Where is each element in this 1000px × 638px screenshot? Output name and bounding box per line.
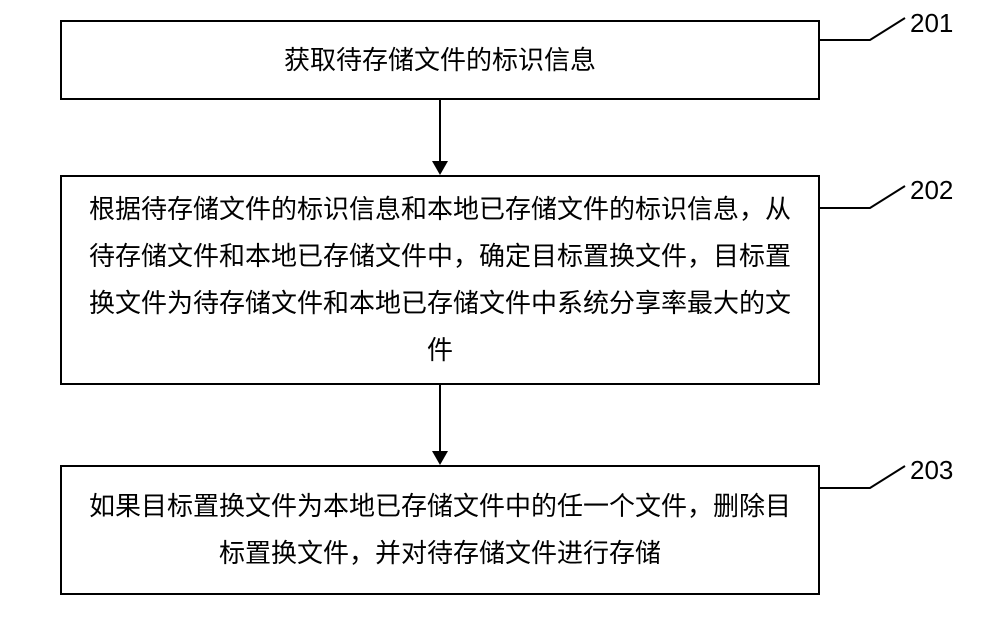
leader-line-202 — [820, 178, 910, 218]
arrow-head-201-202 — [432, 161, 448, 175]
flow-node-text: 根据待存储文件的标识信息和本地已存储文件的标识信息，从待存储文件和本地已存储文件… — [82, 186, 798, 373]
flow-node-202: 根据待存储文件的标识信息和本地已存储文件的标识信息，从待存储文件和本地已存储文件… — [60, 175, 820, 385]
flow-label-202: 202 — [910, 175, 953, 206]
flow-label-203: 203 — [910, 455, 953, 486]
flow-node-text: 如果目标置换文件为本地已存储文件中的任一个文件，删除目标置换文件，并对待存储文件… — [82, 483, 798, 577]
flow-node-text: 获取待存储文件的标识信息 — [284, 37, 596, 84]
arrow-201-202 — [439, 100, 441, 161]
flowchart-container: 获取待存储文件的标识信息 201 根据待存储文件的标识信息和本地已存储文件的标识… — [0, 0, 1000, 638]
flow-node-201: 获取待存储文件的标识信息 — [60, 20, 820, 100]
arrow-202-203 — [439, 385, 441, 451]
flow-node-203: 如果目标置换文件为本地已存储文件中的任一个文件，删除目标置换文件，并对待存储文件… — [60, 465, 820, 595]
leader-line-203 — [820, 458, 910, 498]
arrow-head-202-203 — [432, 451, 448, 465]
leader-line-201 — [820, 10, 910, 50]
flow-label-201: 201 — [910, 8, 953, 39]
